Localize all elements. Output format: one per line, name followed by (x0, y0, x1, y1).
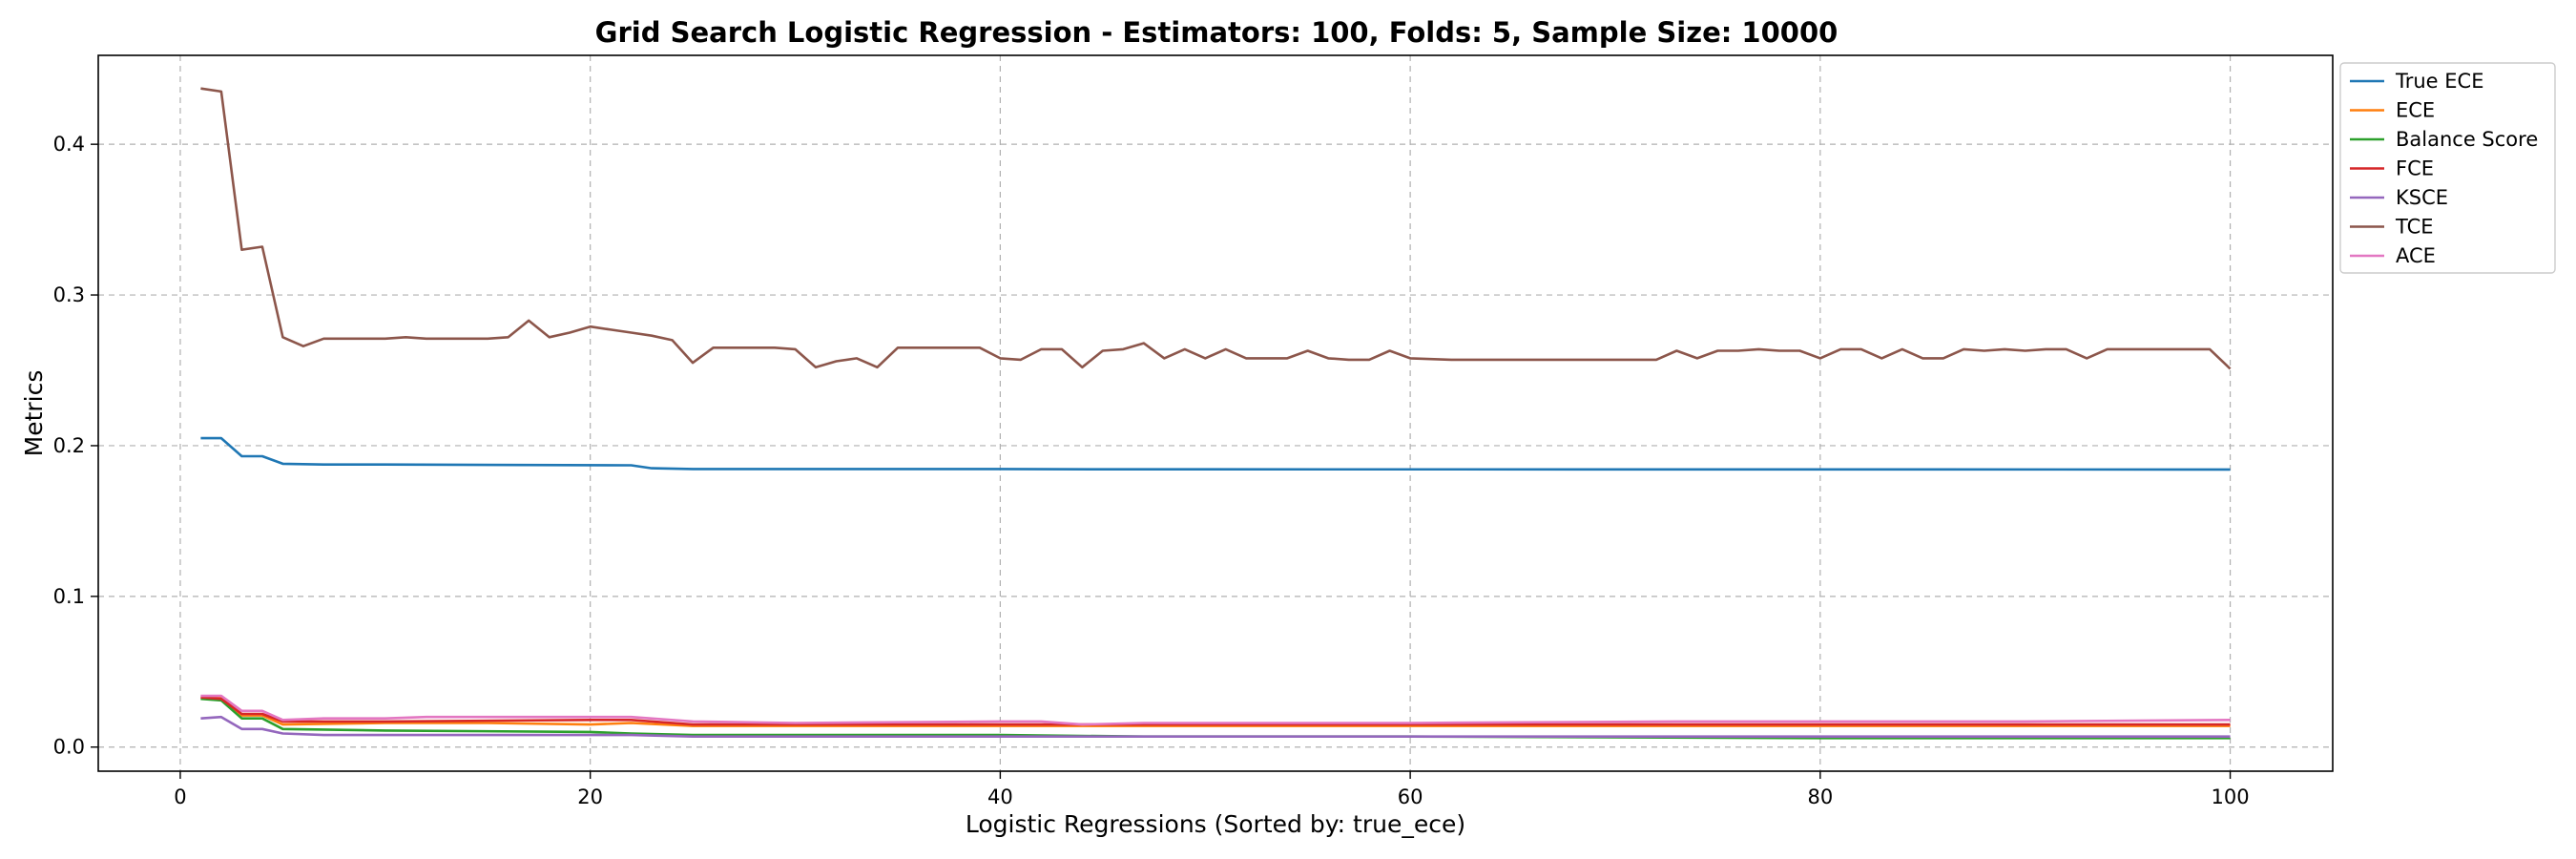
series-line-balance-score (200, 697, 2231, 740)
series-line-fce (200, 696, 2231, 726)
series-line-true-ece (200, 436, 2231, 471)
legend-label: TCE (2395, 216, 2434, 239)
x-tick-label: 0 (174, 786, 186, 808)
y-tick-label: 0.2 (53, 434, 85, 457)
grid (98, 55, 2333, 771)
y-tick-label: 0.1 (53, 585, 85, 608)
plot-frame (97, 54, 2334, 772)
y-tick-label: 0.0 (53, 736, 85, 759)
legend-label: ACE (2396, 244, 2436, 267)
legend-label: KSCE (2396, 186, 2448, 209)
legend-box (2339, 62, 2556, 274)
y-axis-label: Metrics (20, 370, 48, 457)
legend-label: FCE (2396, 157, 2434, 180)
x-tick-label: 20 (577, 786, 603, 808)
legend-label: ECE (2396, 99, 2435, 122)
series-line-ece (200, 696, 2231, 727)
x-axis-label: Logistic Regressions (Sorted by: true_ec… (966, 810, 1465, 838)
x-tick-label: 60 (1398, 786, 1423, 808)
legend: True ECE ECE Balance Score FCE KSCE TCE ACE (2339, 62, 2556, 274)
series-line-ace (200, 694, 2231, 726)
x-tick-label: 80 (1807, 786, 1833, 808)
x-axis-ticks: 0 20 40 60 80 100 (174, 771, 2250, 808)
y-axis-ticks: 0.0 0.1 0.2 0.3 0.4 (53, 133, 98, 759)
series-line-ksce (200, 715, 2231, 739)
x-tick-label: 40 (987, 786, 1013, 808)
x-tick-label: 100 (2212, 786, 2250, 808)
legend-label: True ECE (2395, 70, 2483, 93)
y-tick-label: 0.4 (53, 133, 85, 156)
legend-label: Balance Score (2396, 128, 2538, 151)
chart-title: Grid Search Logistic Regression - Estima… (595, 16, 1839, 49)
series-line-tce (200, 87, 2232, 370)
series-lines (200, 87, 2232, 740)
y-tick-label: 0.3 (53, 283, 85, 306)
